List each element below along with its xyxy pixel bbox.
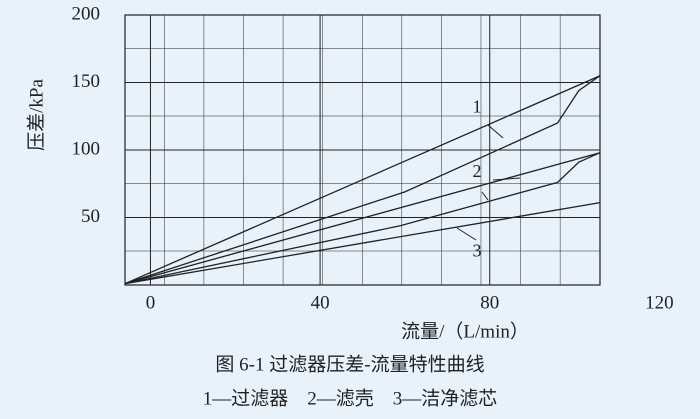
legend-note: 1—过滤器 2—滤壳 3—洁净滤芯: [203, 387, 498, 409]
series-line: [124, 202, 601, 285]
series-line: [124, 75, 601, 285]
y-tick-label: 200: [72, 3, 101, 24]
series-line: [124, 152, 601, 285]
annotation: 2: [473, 161, 482, 181]
x-tick-label: 0: [146, 292, 156, 313]
leader: [481, 191, 489, 201]
annotation: 1: [473, 96, 482, 116]
leader: [487, 124, 504, 139]
y-tick-label: 100: [72, 138, 101, 159]
y-tick-label: 150: [72, 71, 101, 92]
x-axis-label: 流量/（L/min）: [401, 320, 529, 342]
x-tick-label: 40: [311, 292, 330, 313]
series-line: [124, 152, 601, 285]
x-tick-label: 80: [480, 292, 499, 313]
annotation: 3: [473, 241, 482, 261]
y-tick-label: 50: [81, 206, 100, 227]
y-axis-label: 压差/kPa: [25, 79, 47, 151]
caption: 图 6-1 过滤器压差-流量特性曲线: [215, 353, 484, 375]
x-tick-label: 120: [645, 292, 674, 313]
series-line: [124, 75, 601, 285]
leader: [456, 227, 477, 241]
